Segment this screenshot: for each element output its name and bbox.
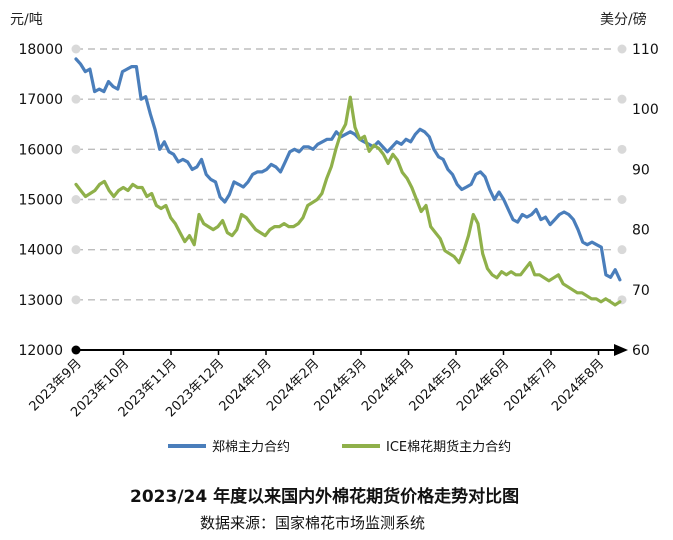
x-axis-arrow	[614, 344, 628, 356]
grid-dot	[617, 94, 627, 104]
x-axis-origin-dot	[71, 345, 81, 355]
right-tick-label: 90	[632, 162, 650, 178]
grid-dot	[617, 245, 627, 255]
right-tick-label: 60	[632, 343, 650, 359]
left-tick-label: 18000	[18, 42, 63, 58]
legend-label-zce: 郑棉主力合约	[212, 440, 290, 455]
right-tick-label: 70	[632, 283, 650, 299]
left-tick-label: 12000	[18, 343, 63, 359]
left-axis-unit: 元/吨	[10, 12, 43, 28]
right-tick-label: 100	[632, 102, 659, 118]
grid-dot	[617, 144, 627, 154]
gridlines	[71, 44, 627, 305]
left-tick-label: 17000	[18, 92, 63, 108]
grid-dot	[617, 44, 627, 54]
right-axis-unit: 美分/磅	[600, 11, 647, 28]
left-tick-label: 16000	[18, 142, 63, 158]
grid-dot	[71, 144, 81, 154]
grid-dot	[71, 245, 81, 255]
left-tick-label: 15000	[18, 193, 63, 209]
series-lines	[74, 57, 622, 307]
chart-source: 数据来源：国家棉花市场监测系统	[200, 514, 425, 532]
left-tick-label: 14000	[18, 243, 63, 259]
right-tick-label: 110	[632, 42, 659, 58]
left-axis-ticks: 18000 17000 16000 15000 14000 13000 12000	[18, 42, 63, 359]
grid-dot	[71, 94, 81, 104]
grid-dot	[617, 195, 627, 204]
legend: 郑棉主力合约 ICE棉花期货主力合约	[168, 439, 511, 455]
right-tick-label: 80	[632, 223, 650, 239]
legend-label-ice: ICE棉花期货主力合约	[386, 439, 511, 455]
series-line-ice	[74, 95, 622, 307]
right-axis-ticks: 110 100 90 80 70 60	[632, 42, 659, 359]
grid-dot	[71, 195, 81, 204]
chart-title: 2023/24 年度以来国内外棉花期货价格走势对比图	[130, 486, 519, 507]
left-tick-label: 13000	[18, 293, 63, 309]
grid-dot	[71, 44, 81, 54]
grid-dot	[71, 295, 81, 305]
x-axis: 2023年9月2023年10月2023年11月2023年12月2024年1月20…	[27, 344, 628, 420]
series-line-zce	[74, 57, 622, 282]
